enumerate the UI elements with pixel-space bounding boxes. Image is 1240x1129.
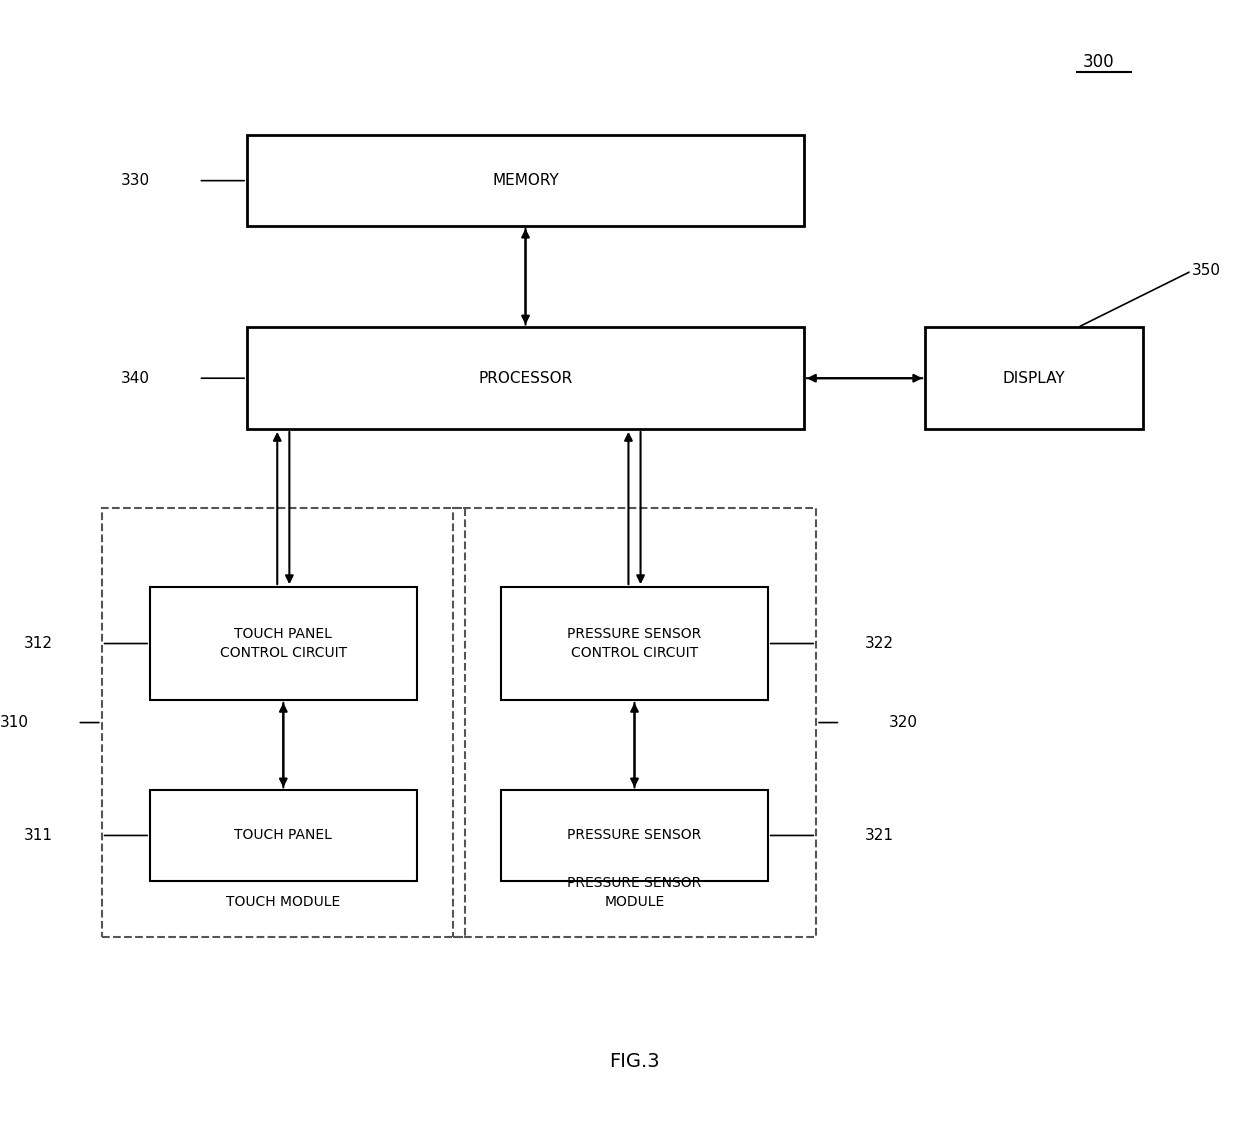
- Text: FIG.3: FIG.3: [609, 1052, 660, 1070]
- FancyBboxPatch shape: [501, 587, 768, 700]
- Text: 322: 322: [864, 636, 894, 651]
- FancyBboxPatch shape: [247, 135, 804, 226]
- Text: TOUCH MODULE: TOUCH MODULE: [226, 895, 341, 909]
- Text: MEMORY: MEMORY: [492, 173, 559, 189]
- Text: PRESSURE SENSOR: PRESSURE SENSOR: [568, 829, 702, 842]
- FancyBboxPatch shape: [501, 790, 768, 881]
- Text: TOUCH PANEL: TOUCH PANEL: [234, 829, 332, 842]
- Text: 312: 312: [25, 636, 53, 651]
- FancyBboxPatch shape: [247, 327, 804, 429]
- Text: PRESSURE SENSOR
CONTROL CIRCUIT: PRESSURE SENSOR CONTROL CIRCUIT: [568, 627, 702, 660]
- Text: 311: 311: [25, 828, 53, 843]
- Text: 320: 320: [889, 715, 918, 730]
- Text: DISPLAY: DISPLAY: [1003, 370, 1065, 386]
- Text: TOUCH PANEL
CONTROL CIRCUIT: TOUCH PANEL CONTROL CIRCUIT: [219, 627, 347, 660]
- Text: PROCESSOR: PROCESSOR: [479, 370, 573, 386]
- FancyBboxPatch shape: [925, 327, 1143, 429]
- FancyBboxPatch shape: [150, 790, 417, 881]
- Text: 300: 300: [1083, 53, 1115, 71]
- Text: 330: 330: [122, 173, 150, 189]
- Text: 321: 321: [864, 828, 894, 843]
- Text: 350: 350: [1192, 263, 1220, 279]
- FancyBboxPatch shape: [150, 587, 417, 700]
- Text: 310: 310: [0, 715, 29, 730]
- Text: 340: 340: [122, 370, 150, 386]
- Text: PRESSURE SENSOR
MODULE: PRESSURE SENSOR MODULE: [568, 876, 702, 909]
